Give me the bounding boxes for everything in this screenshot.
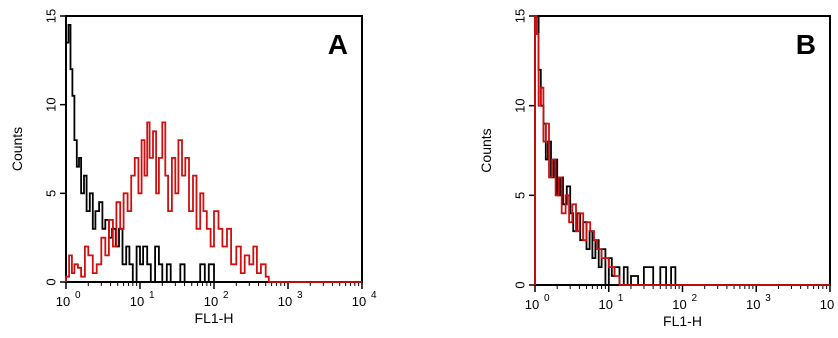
x-tick-base: 10 [820, 297, 834, 312]
histogram-series-red [534, 15, 830, 286]
y-tick-label: 5 [43, 190, 58, 197]
histogram-series-black [534, 15, 830, 286]
y-tick-label: 15 [512, 9, 527, 23]
x-tick-base: 10 [278, 294, 292, 309]
x-tick-base: 10 [599, 297, 613, 312]
panel-label: A [328, 29, 348, 60]
x-tick-exponent: 2 [223, 290, 229, 301]
y-tick-label: 15 [43, 9, 58, 23]
x-tick-exponent: 1 [618, 293, 624, 304]
histogram-series-black [65, 24, 362, 283]
x-tick-base: 10 [352, 294, 366, 309]
x-tick-exponent: 4 [371, 290, 377, 301]
y-tick-label: 10 [43, 97, 58, 111]
x-axis-label: FL1-H [195, 310, 234, 326]
x-tick-base: 10 [56, 294, 70, 309]
x-tick-exponent: 3 [297, 290, 303, 301]
x-tick-exponent: 3 [765, 293, 771, 304]
y-axis-label: Counts [9, 127, 25, 171]
histogram-series-red [65, 121, 362, 283]
plot-frame [534, 15, 831, 286]
panel-label: B [796, 29, 816, 60]
panel-A: 0 5 10 15 10 0 10 1 10 2 10 3 10 4 FL1-H Counts A [9, 9, 377, 326]
x-axis-label: FL1-H [663, 313, 702, 329]
x-tick-base: 10 [525, 297, 539, 312]
x-tick-base: 10 [204, 294, 218, 309]
x-tick-base: 10 [130, 294, 144, 309]
x-tick-exponent: 1 [149, 290, 155, 301]
y-tick-label: 5 [512, 192, 527, 199]
y-tick-label: 0 [512, 281, 527, 288]
y-axis-label: Counts [478, 128, 494, 172]
x-tick-exponent: 0 [75, 290, 81, 301]
y-tick-label: 10 [512, 98, 527, 112]
x-tick-exponent: 0 [544, 293, 550, 304]
y-tick-label: 0 [43, 278, 58, 285]
x-tick-base: 10 [672, 297, 686, 312]
x-tick-base: 10 [746, 297, 760, 312]
x-tick-exponent: 2 [692, 293, 698, 304]
